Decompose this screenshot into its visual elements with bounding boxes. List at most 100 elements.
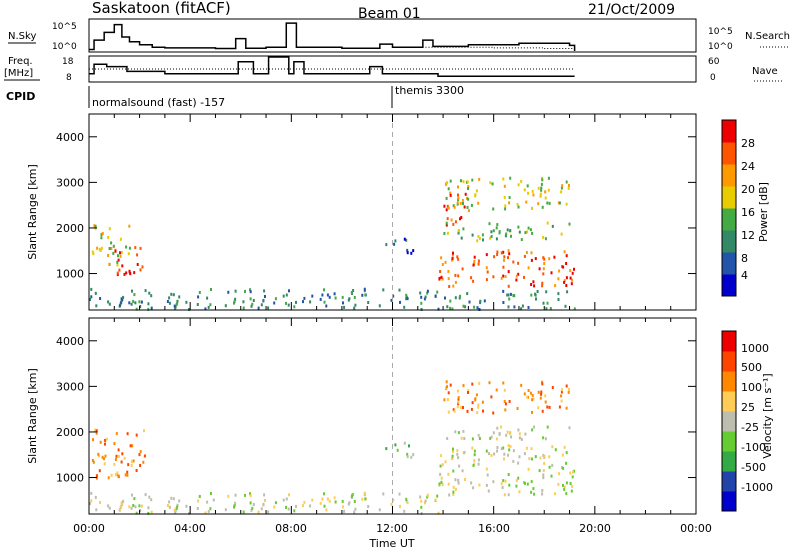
power-cell: [419, 291, 422, 295]
velocity-cell: [110, 473, 113, 477]
velocity-cell: [251, 506, 254, 510]
cpid-program-1: normalsound (fast) -157: [92, 96, 225, 109]
velocity-cell: [569, 482, 572, 485]
velocity-cell: [426, 495, 429, 499]
power-cell: [128, 246, 131, 250]
power-cell: [323, 288, 325, 292]
power-cell: [441, 277, 444, 281]
velocity-cell: [508, 483, 511, 487]
velocity-cell: [565, 461, 568, 465]
velocity-cell: [451, 454, 454, 458]
power-cell: [328, 295, 331, 299]
velocity-cell: [544, 394, 547, 398]
power-cell: [341, 295, 344, 299]
power-cell: [507, 305, 510, 309]
power-cell: [543, 257, 546, 261]
velocity-cell: [554, 492, 557, 496]
power-cell: [440, 256, 443, 260]
power-cell: [399, 300, 401, 304]
power-cell: [446, 305, 449, 309]
velocity-cell: [121, 501, 124, 505]
velocity-cell: [288, 493, 290, 497]
power-cell: [463, 205, 466, 209]
power-cell: [516, 203, 519, 206]
power-cell: [505, 232, 508, 236]
velocity-cell: [512, 449, 515, 453]
velocity-cell: [126, 470, 129, 474]
velocity-cell: [565, 492, 568, 496]
velocity-cell: [560, 399, 563, 403]
velocity-cell: [135, 433, 138, 437]
velocity-cell: [123, 456, 126, 460]
power-cell: [121, 297, 124, 301]
power-cell: [90, 287, 93, 291]
power-cell: [457, 193, 459, 197]
power-cell: [309, 300, 312, 304]
power-cell: [333, 292, 336, 296]
velocity-cell: [498, 432, 501, 435]
velocity-cell: [89, 502, 91, 505]
power-cell: [512, 260, 515, 264]
velocity-cell: [457, 431, 460, 435]
power-cell: [538, 267, 541, 271]
power-cell: [457, 230, 460, 234]
colorbar-segment: [722, 230, 736, 253]
power-cell: [483, 299, 486, 303]
power-cell: [178, 295, 181, 299]
velocity-cell: [436, 494, 439, 498]
power-cell: [541, 284, 544, 288]
velocity-cell: [399, 504, 401, 508]
velocity-cell: [526, 395, 529, 399]
power-cell: [502, 301, 505, 304]
velocity-cell: [104, 442, 106, 446]
velocity-cell: [473, 459, 476, 463]
velocity-cell: [518, 436, 521, 440]
colorbar-segment: [722, 274, 736, 297]
velocity-cell: [129, 444, 132, 448]
velocity-cell: [319, 501, 322, 505]
power-cell: [486, 270, 489, 274]
power-cell: [136, 253, 139, 257]
power-cell: [454, 273, 457, 277]
power-cell: [141, 265, 144, 269]
velocity-cell: [114, 458, 117, 461]
velocity-cell: [120, 504, 123, 508]
power-cell: [437, 307, 440, 311]
power-cell: [452, 204, 455, 208]
power-cell: [94, 291, 97, 295]
power-cell: [168, 301, 171, 305]
power-cell: [557, 292, 560, 296]
power-cell: [403, 305, 406, 309]
velocity-cell: [485, 483, 488, 487]
power-cell: [207, 305, 210, 309]
velocity-cell: [532, 487, 535, 491]
power-cell: [439, 270, 442, 273]
power-cell: [350, 290, 353, 294]
velocity-cell: [509, 431, 512, 435]
velocity-cell: [487, 489, 490, 493]
power-cell: [93, 224, 96, 228]
velocity-cell: [101, 455, 104, 459]
velocity-cell: [503, 457, 505, 461]
velocity-cell: [348, 501, 351, 505]
velocity-cell: [326, 497, 329, 501]
velocity-cell: [512, 459, 515, 463]
velocity-cell: [527, 467, 530, 471]
velocity-cell: [134, 505, 137, 509]
power-cell: [536, 290, 539, 293]
velocity-cell: [457, 396, 460, 400]
noise-sky-label: N.Sky: [8, 31, 36, 42]
y-tick-label: 1000: [56, 472, 84, 485]
velocity-cell: [546, 425, 549, 429]
velocity-cell: [478, 381, 481, 385]
velocity-cell: [185, 504, 188, 508]
velocity-cell: [92, 438, 94, 442]
power-cell: [348, 297, 351, 301]
power-cell: [260, 303, 263, 307]
velocity-cell: [515, 484, 518, 488]
velocity-cell: [477, 403, 480, 407]
power-cell: [454, 220, 457, 224]
power-cell: [526, 184, 529, 188]
velocity-cell: [132, 459, 135, 463]
power-cell: [461, 267, 464, 271]
